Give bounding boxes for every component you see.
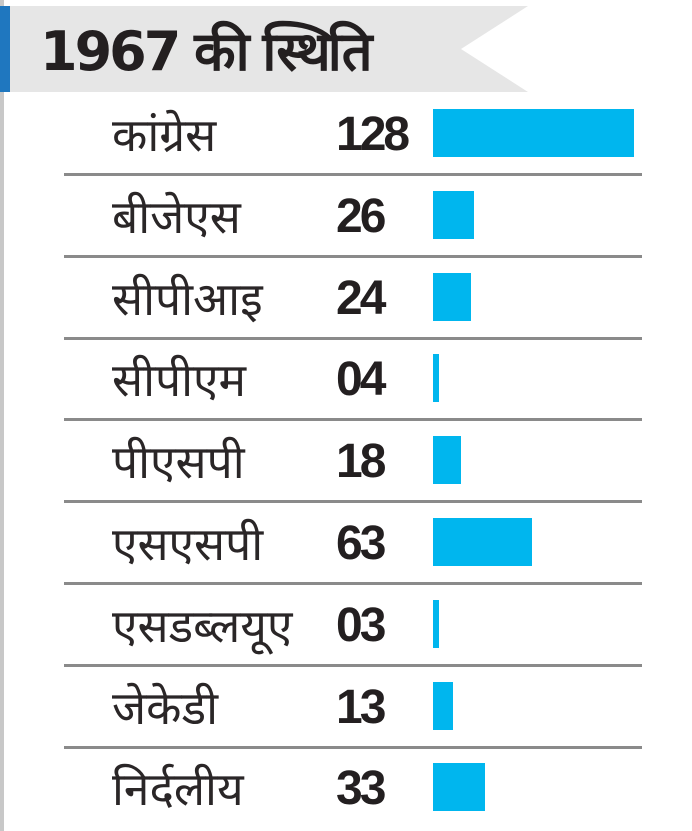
seat-count: 26 — [336, 189, 386, 243]
party-row: कांग्रेस 128 — [64, 93, 642, 176]
seat-count: 128 — [336, 108, 410, 161]
party-row: जेकेडी 13 — [64, 666, 642, 749]
party-row: पीएसपी 18 — [64, 420, 642, 504]
party-row: बीजेएस 26 — [64, 175, 642, 258]
party-row: सीपीएम 04 — [64, 338, 642, 422]
seat-count: 63 — [336, 517, 386, 570]
seat-bar — [433, 518, 532, 566]
seat-count: 24 — [336, 271, 386, 325]
party-row: सीपीआइ 24 — [64, 257, 642, 340]
party-name: एसडब्लयूए — [112, 598, 293, 653]
seat-bar — [433, 354, 440, 403]
seat-count: 03 — [336, 598, 386, 652]
seat-count: 13 — [336, 680, 386, 734]
seat-bar — [433, 109, 634, 157]
party-name: एसएसपी — [112, 517, 264, 571]
seat-bar — [433, 190, 474, 239]
seat-bar — [433, 272, 471, 321]
row-divider — [64, 173, 642, 176]
title-banner-shape — [0, 6, 528, 92]
party-name: बीजेएस — [112, 189, 241, 244]
row-divider — [64, 254, 642, 258]
seat-count: 33 — [336, 762, 386, 816]
row-divider — [64, 418, 642, 422]
party-row: निर्दलीय 33 — [64, 747, 642, 829]
left-frame-line — [0, 0, 4, 831]
seat-count: 18 — [336, 435, 386, 489]
party-name: सीपीआइ — [112, 271, 263, 326]
row-divider — [64, 582, 642, 585]
row-divider — [64, 336, 642, 340]
title-accent-bar — [0, 6, 10, 92]
row-divider — [64, 663, 642, 667]
party-name: जेकेडी — [112, 680, 218, 735]
row-divider — [64, 745, 642, 749]
party-row: एसएसपी 63 — [64, 502, 642, 585]
seat-bar — [433, 436, 462, 485]
row-divider — [64, 500, 642, 504]
seat-bar — [433, 599, 439, 648]
party-name: निर्दलीय — [112, 762, 244, 817]
seat-bar — [433, 681, 454, 730]
seat-count: 04 — [336, 353, 386, 407]
chart-title: 1967 की स्थिति — [40, 20, 373, 83]
party-name: सीपीएम — [112, 353, 246, 408]
party-name: कांग्रेस — [112, 108, 217, 162]
party-name: पीएसपी — [112, 435, 245, 490]
seat-bar — [433, 763, 485, 812]
party-row: एसडब्लयूए 03 — [64, 584, 642, 667]
title-banner — [0, 6, 528, 92]
